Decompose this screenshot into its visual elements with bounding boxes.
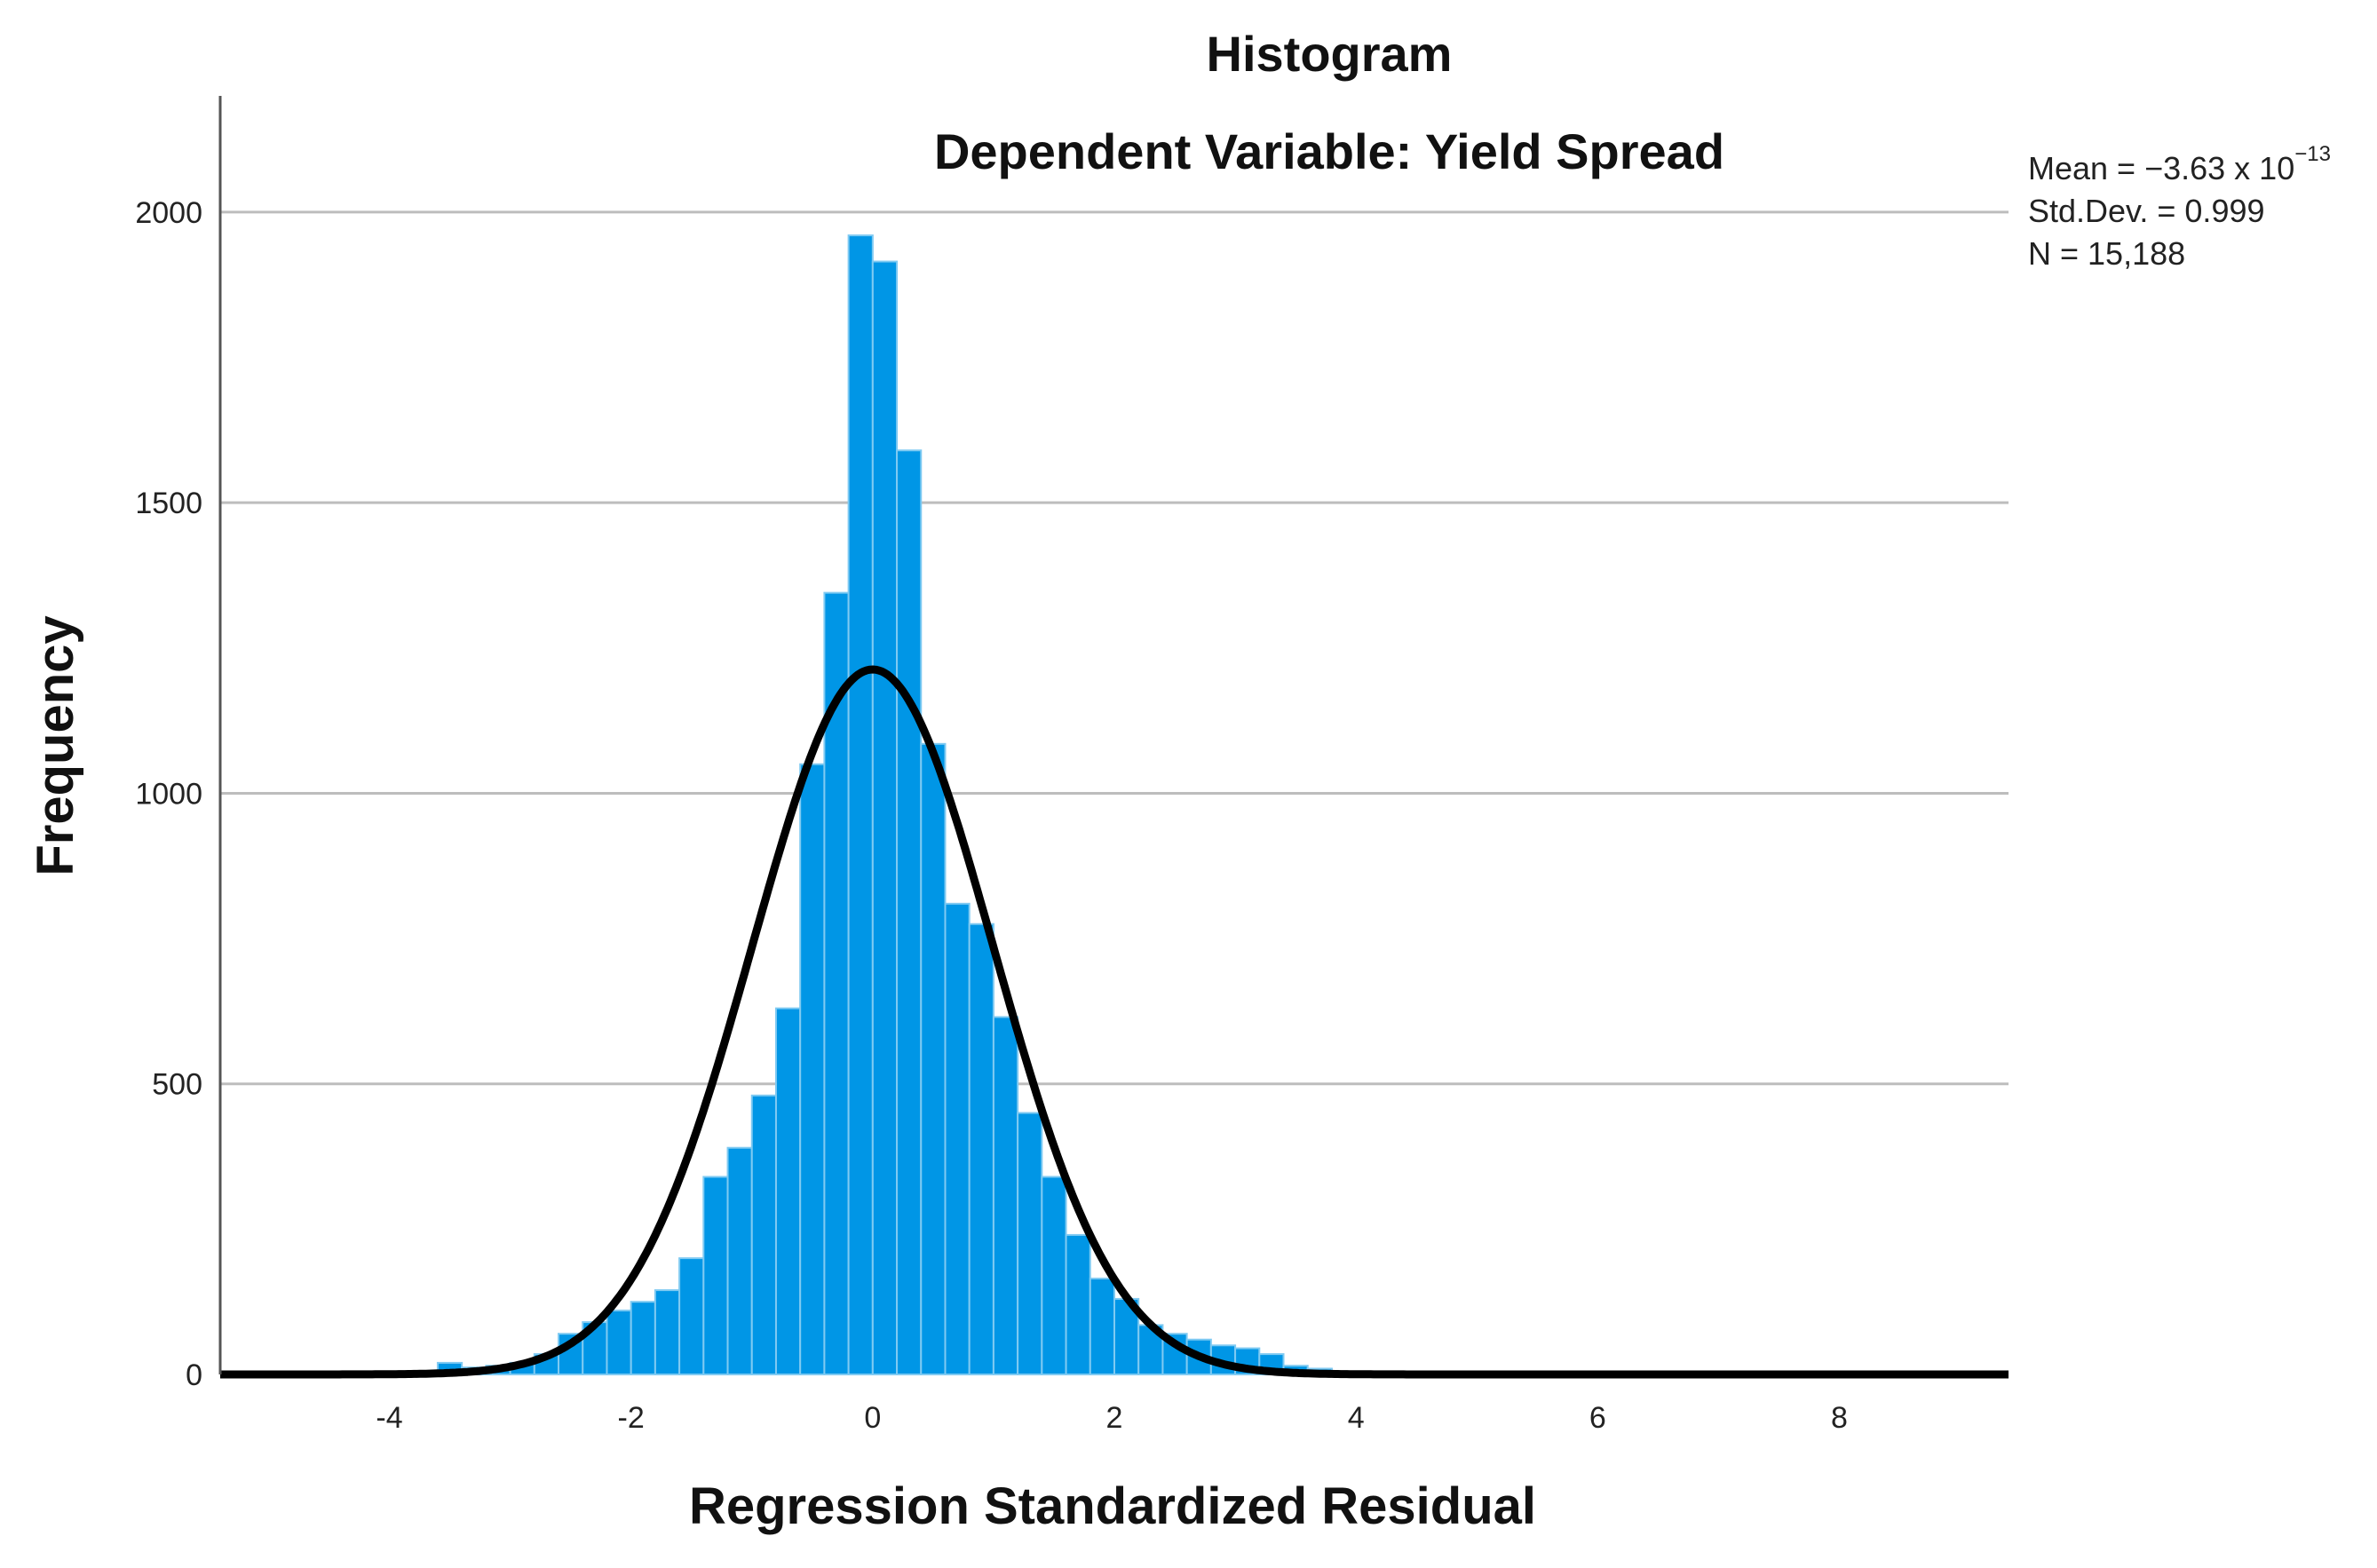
normal-curve [218, 665, 2010, 1379]
histogram-bar [944, 902, 971, 1375]
x-tick-label: -2 [618, 1401, 645, 1435]
y-tick-labels: 0 500 1000 1500 2000 [135, 196, 202, 1392]
y-tick-label: 2000 [135, 196, 202, 230]
histogram-bar [1089, 1278, 1116, 1375]
histogram-bar [702, 1176, 729, 1376]
y-axis-title: Frequency [27, 615, 84, 875]
x-tick-label: 0 [864, 1401, 881, 1435]
x-tick-label: -4 [376, 1401, 402, 1435]
histogram-bar [654, 1289, 681, 1376]
x-axis-title: Regression Standardized Residual [689, 1477, 1536, 1535]
histogram-bar [726, 1146, 753, 1376]
stats-n: N = 15,188 [2028, 235, 2186, 272]
histogram-bar [1017, 1112, 1043, 1376]
histogram-bar [1041, 1176, 1067, 1376]
gridlines [220, 210, 2009, 1086]
histogram-bar [871, 260, 899, 1376]
histogram-bars [436, 234, 1358, 1376]
histogram-bar [774, 1007, 802, 1375]
x-tick-label: 4 [1348, 1401, 1365, 1435]
histogram-bar [799, 763, 826, 1375]
histogram-bar [968, 923, 994, 1376]
histogram-bar [896, 449, 923, 1376]
stats-mean: Mean = −3.63 x 10−13 [2028, 142, 2331, 187]
histogram-bar [1065, 1233, 1091, 1375]
stats-std-dev: Std.Dev. = 0.999 [2028, 193, 2265, 229]
chart-subtitle: Dependent Variable: Yield Spread [934, 123, 1724, 179]
histogram-bar [920, 742, 947, 1375]
y-tick-label: 500 [152, 1068, 202, 1102]
histogram-bar [992, 1016, 1019, 1376]
x-tick-label: 8 [1831, 1401, 1848, 1435]
chart-title: Histogram [1207, 26, 1453, 82]
stats-box: Mean = −3.63 x 10−13 Std.Dev. = 0.999 N … [2028, 142, 2331, 275]
stats-mean-exponent: −13 [2294, 142, 2331, 166]
histogram-bar [630, 1301, 656, 1375]
x-tick-label: 6 [1589, 1401, 1606, 1435]
y-tick-label: 1500 [135, 487, 202, 520]
histogram-bar [678, 1257, 705, 1376]
histogram-bar [847, 234, 874, 1375]
histogram-bar [750, 1094, 777, 1376]
y-tick-label: 0 [186, 1358, 202, 1392]
histogram-bar [606, 1310, 632, 1375]
y-tick-label: 1000 [135, 777, 202, 811]
x-tick-label: 2 [1106, 1401, 1123, 1435]
x-tick-labels: -4 -2 0 2 4 6 8 [376, 1401, 1848, 1435]
